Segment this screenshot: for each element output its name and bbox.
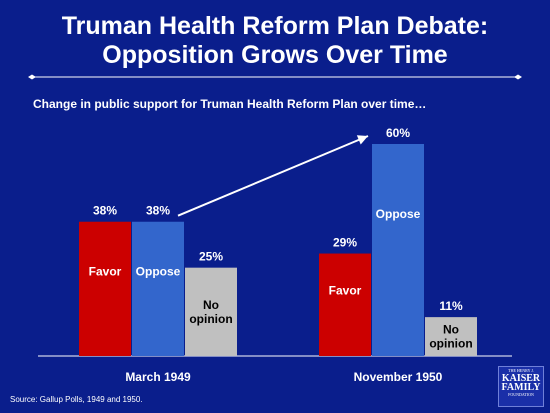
- chart-subtitle: Change in public support for Truman Heal…: [33, 97, 427, 111]
- bar-no-opinion-1: [425, 317, 477, 356]
- logo-line-1: KAISER: [501, 373, 541, 384]
- value-label-favor-0: 38%: [93, 204, 117, 218]
- category-label-1: November 1950: [354, 370, 443, 384]
- category-label-0: March 1949: [125, 370, 191, 384]
- value-label-favor-1: 29%: [333, 236, 357, 250]
- logo-top-text: THE HENRY J.: [508, 368, 534, 373]
- bar-label-no-opinion-0-0: No: [203, 298, 219, 312]
- value-label-no-opinion-0: 25%: [199, 250, 223, 264]
- title-line-2: Opposition Grows Over Time: [102, 41, 448, 69]
- value-label-oppose-0: 38%: [146, 204, 170, 218]
- bar-label-favor-0: Favor: [89, 264, 122, 278]
- slide-title: Truman Health Reform Plan Debate: Opposi…: [0, 12, 550, 70]
- bar-label-no-opinion-0-1: opinion: [189, 312, 232, 326]
- value-label-no-opinion-1: 11%: [439, 299, 463, 313]
- trend-arrow-line: [177, 135, 369, 217]
- bar-oppose-0: [132, 221, 184, 356]
- bar-no-opinion-0: [185, 267, 237, 356]
- bar-label-favor-1: Favor: [329, 284, 362, 298]
- trend-arrow-head: [356, 135, 368, 145]
- logo-line-2: FAMILY: [501, 382, 541, 393]
- bar-oppose-1: [372, 144, 424, 356]
- bar-favor-0: [79, 221, 131, 356]
- kaiser-foundation-logo: THE HENRY J. KAISER FAMILY FOUNDATION: [498, 366, 544, 407]
- bar-label-oppose-1: Oppose: [376, 207, 421, 221]
- bar-label-no-opinion-1-0: No: [443, 323, 459, 337]
- logo-bottom-text: FOUNDATION: [508, 392, 534, 397]
- bar-label-oppose-0: Oppose: [136, 264, 181, 278]
- bar-favor-1: [319, 253, 371, 356]
- source-note: Source: Gallup Polls, 1949 and 1950.: [10, 395, 143, 404]
- bar-label-no-opinion-1-1: opinion: [429, 337, 472, 351]
- value-label-oppose-1: 60%: [386, 126, 410, 140]
- title-line-1: Truman Health Reform Plan Debate:: [61, 12, 489, 40]
